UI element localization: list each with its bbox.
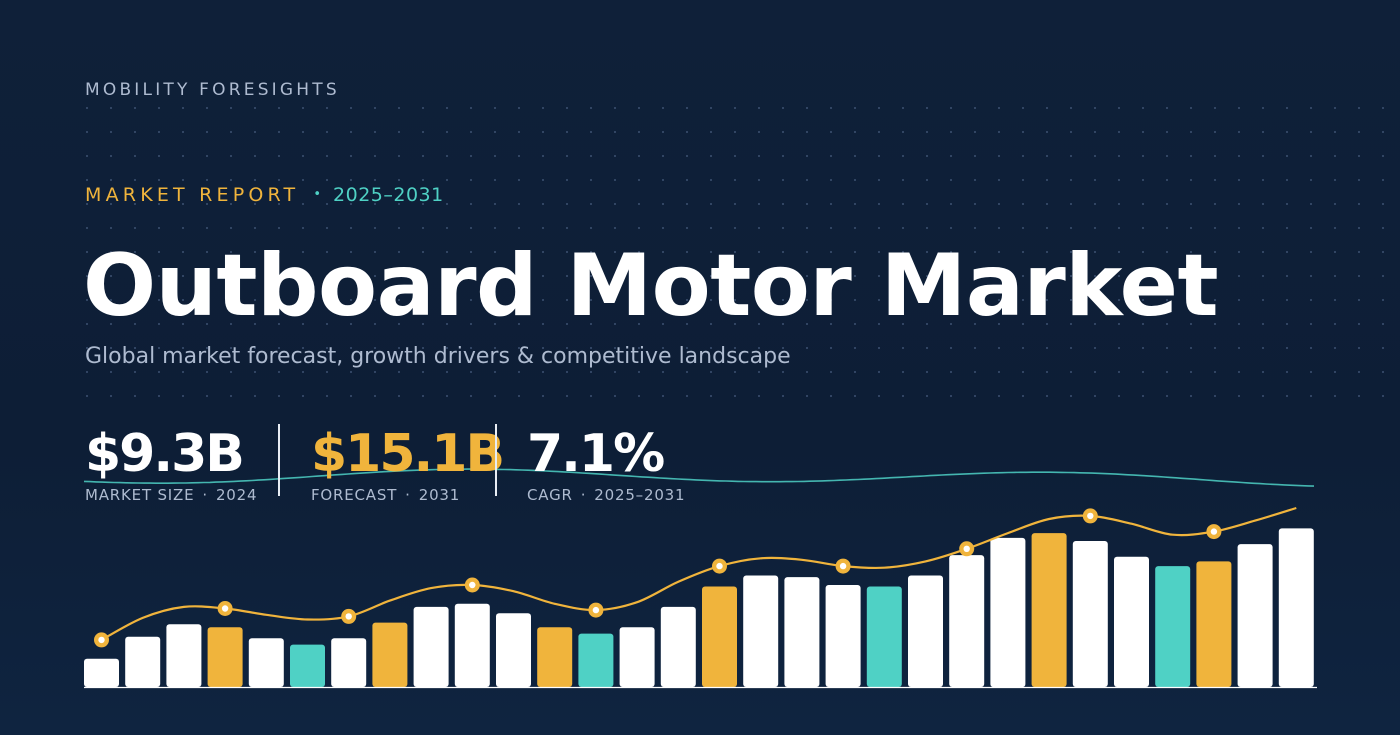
bar-26 — [1114, 556, 1149, 687]
bar-10 — [454, 603, 490, 687]
bar-22 — [949, 555, 985, 687]
bar-28 — [1196, 561, 1232, 687]
trend-marker-center-9 — [1087, 512, 1094, 520]
bar-3 — [166, 624, 202, 687]
bar-17 — [743, 575, 779, 687]
bar-24 — [1031, 533, 1067, 687]
report-years: 2025–2031 — [333, 184, 444, 206]
report-type-label: MARKET REPORT — [85, 184, 300, 206]
bar-2 — [125, 636, 161, 687]
bar-20 — [866, 586, 902, 687]
trend-marker-center-6 — [716, 562, 723, 570]
stat-label-text: MARKET SIZE — [85, 486, 195, 504]
stat-label-text: CAGR — [527, 486, 573, 504]
stat-period: 2031 — [418, 486, 461, 504]
bar-14 — [619, 627, 655, 687]
bar-9 — [413, 606, 449, 687]
bar-29 — [1237, 544, 1273, 687]
trend-marker-center-7 — [839, 562, 847, 570]
stat-divider — [495, 424, 497, 496]
page-title: Outboard Motor Market — [83, 236, 1219, 336]
brand-name: MOBILITY FORESIGHTS — [85, 80, 340, 100]
page-subtitle: Global market forecast, growth drivers &… — [85, 344, 791, 369]
bar-15 — [660, 606, 696, 687]
bar-23 — [990, 537, 1026, 688]
bar-4 — [207, 627, 243, 687]
stat-forecast: $15.1B FORECAST · 2031 — [311, 422, 505, 504]
bar-25 — [1072, 541, 1108, 687]
bar-8 — [372, 622, 408, 687]
bar-18 — [784, 577, 820, 687]
bar-1 — [84, 658, 119, 687]
bar-7 — [331, 638, 367, 687]
trend-marker-center-4 — [469, 581, 476, 589]
bar-5 — [248, 638, 284, 687]
stat-divider — [278, 424, 280, 496]
stat-period: 2024 — [215, 486, 258, 504]
bar-21 — [908, 575, 943, 687]
trend-marker-center-1 — [98, 636, 105, 644]
trend-marker-center-2 — [221, 605, 229, 612]
bar-13 — [578, 633, 614, 687]
bar-11 — [496, 613, 531, 687]
trend-marker-center-5 — [592, 606, 600, 614]
stat-value: $15.1B — [311, 424, 505, 484]
bar-30 — [1278, 528, 1314, 687]
bar-16 — [702, 586, 737, 687]
trend-marker-center-3 — [345, 613, 352, 620]
separator-dot: • — [313, 187, 322, 202]
bar-27 — [1155, 566, 1191, 687]
stat-label: CAGR · 2025–2031 — [527, 486, 686, 504]
stat-value: 7.1% — [527, 424, 665, 484]
bar-19 — [825, 585, 861, 687]
stat-cagr: 7.1% CAGR · 2025–2031 — [527, 422, 685, 504]
stat-label: MARKET SIZE · 2024 — [85, 486, 258, 504]
wave-line — [83, 468, 1315, 487]
stat-market-size: $9.3B MARKET SIZE · 2024 — [85, 422, 257, 504]
stat-period: 2025–2031 — [594, 486, 686, 504]
trend-marker-center-10 — [1210, 528, 1218, 535]
stat-label-text: FORECAST — [311, 486, 398, 504]
report-eyebrow: MARKET REPORT • 2025–2031 — [85, 184, 444, 206]
trend-marker-center-8 — [963, 545, 970, 552]
stat-value: $9.3B — [85, 424, 245, 484]
bar-6 — [290, 644, 325, 687]
bar-12 — [537, 627, 573, 687]
stat-label: FORECAST · 2031 — [311, 486, 461, 504]
